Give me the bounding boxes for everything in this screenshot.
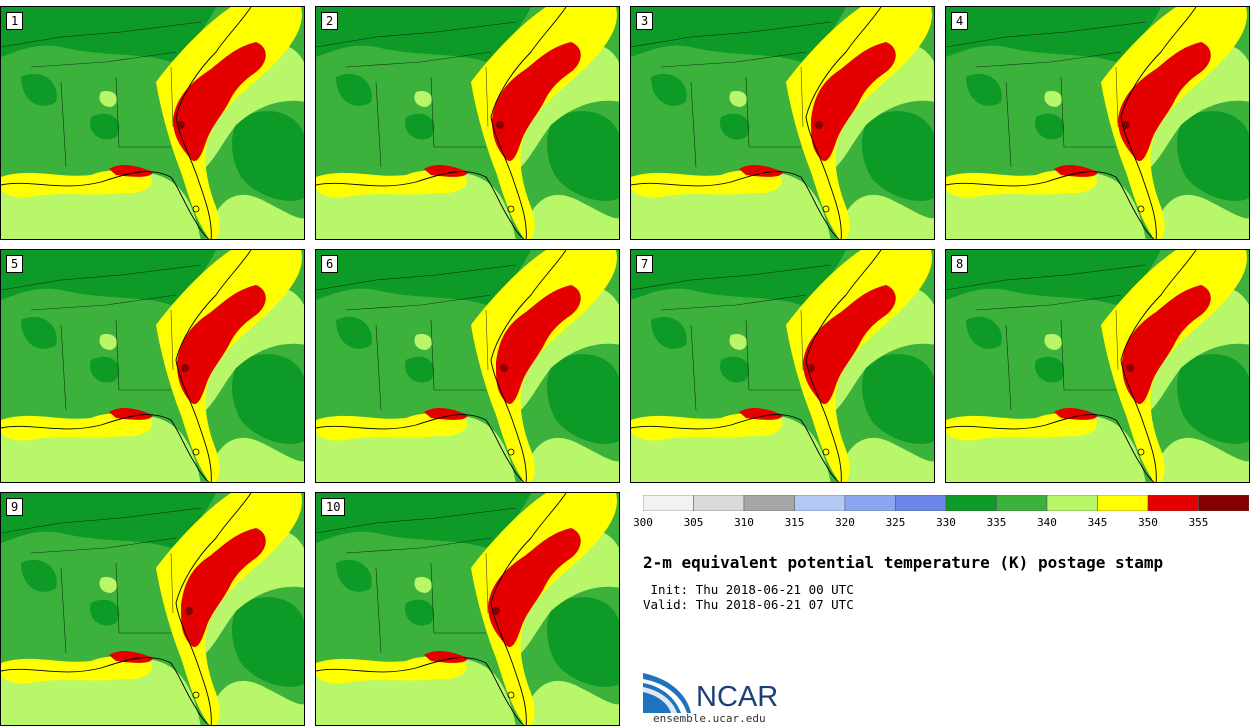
member-label: 2 <box>321 12 339 30</box>
ncar-logo-url: ensemble.ucar.edu <box>653 712 766 725</box>
ensemble-member-panel: 7 <box>630 249 935 483</box>
forecast-map <box>316 250 619 482</box>
forecast-map <box>631 250 934 482</box>
colorbar-segment <box>743 495 795 511</box>
ensemble-member-panel: 2 <box>315 6 620 240</box>
member-label: 10 <box>321 498 346 516</box>
colorbar-tick: 315 <box>784 516 805 529</box>
colorbar-tick: 300 <box>633 516 653 529</box>
ensemble-member-panel: 4 <box>945 6 1250 240</box>
valid-time: Valid: Thu 2018-06-21 07 UTC <box>643 597 854 612</box>
forecast-map <box>316 493 619 725</box>
ensemble-member-panel: 9 <box>0 492 305 726</box>
member-label: 3 <box>636 12 654 30</box>
colorbar-segment <box>643 495 694 511</box>
colorbar-tick: 345 <box>1087 516 1108 529</box>
ensemble-member-panel: 1 <box>0 6 305 240</box>
colorbar-tick: 305 <box>683 516 704 529</box>
member-label: 9 <box>6 498 24 516</box>
ensemble-member-panel: 3 <box>630 6 935 240</box>
member-label: 6 <box>321 255 339 273</box>
colorbar-segment <box>1198 495 1249 511</box>
colorbar-tick: 350 <box>1138 516 1158 529</box>
ensemble-member-panel: 8 <box>945 249 1250 483</box>
plot-title: 2-m equivalent potential temperature (K)… <box>643 553 1164 572</box>
colorbar-segment <box>844 495 896 511</box>
ncar-logo-icon <box>643 673 691 713</box>
colorbar-segment <box>1046 495 1098 511</box>
forecast-map <box>1 493 304 725</box>
colorbar <box>643 495 1249 511</box>
colorbar-tick: 310 <box>734 516 754 529</box>
colorbar-tick: 335 <box>986 516 1007 529</box>
colorbar-segment <box>895 495 947 511</box>
forecast-map <box>1 250 304 482</box>
forecast-map <box>946 250 1249 482</box>
colorbar-tick: 325 <box>885 516 906 529</box>
ensemble-member-panel: 5 <box>0 249 305 483</box>
colorbar-tick: 355 <box>1188 516 1209 529</box>
member-label: 5 <box>6 255 24 273</box>
ensemble-member-panel: 6 <box>315 249 620 483</box>
member-label: 7 <box>636 255 654 273</box>
ensemble-member-panel: 10 <box>315 492 620 726</box>
colorbar-tick: 340 <box>1037 516 1057 529</box>
colorbar-segment <box>693 495 745 511</box>
forecast-map <box>1 7 304 239</box>
colorbar-segment <box>794 495 846 511</box>
init-time: Init: Thu 2018-06-21 00 UTC <box>643 582 854 597</box>
member-label: 4 <box>951 12 969 30</box>
member-label: 8 <box>951 255 969 273</box>
forecast-map <box>946 7 1249 239</box>
colorbar-segment <box>945 495 997 511</box>
forecast-map <box>631 7 934 239</box>
member-label: 1 <box>6 12 24 30</box>
forecast-map <box>316 7 619 239</box>
colorbar-segment <box>1097 495 1149 511</box>
ncar-logo-text: NCAR <box>696 681 779 713</box>
colorbar-segment <box>996 495 1048 511</box>
colorbar-segment <box>1147 495 1199 511</box>
colorbar-tick: 330 <box>936 516 956 529</box>
colorbar-tick: 320 <box>835 516 855 529</box>
